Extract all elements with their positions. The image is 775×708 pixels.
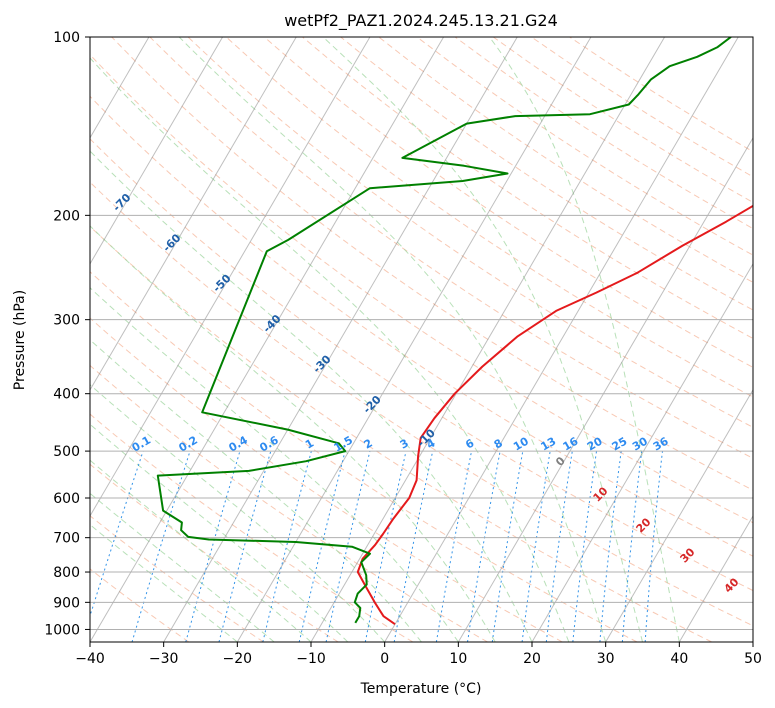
moist-adiabat xyxy=(90,150,533,642)
moist-adiabat xyxy=(322,37,643,642)
dry-adiabat xyxy=(111,37,753,491)
mixing-ratio-line xyxy=(185,450,241,642)
dry-adiabat xyxy=(90,138,753,592)
dry-adiabat xyxy=(90,225,712,642)
mixing-ratio-line xyxy=(218,450,272,642)
x-tick-label: 0 xyxy=(380,651,389,667)
dry-adiabat xyxy=(225,37,753,398)
moist-adiabat xyxy=(90,287,459,642)
dry-adiabat xyxy=(263,37,753,368)
isotherm-line xyxy=(90,37,371,517)
y-tick-label: 800 xyxy=(53,565,80,581)
isotherm-line xyxy=(163,37,518,642)
moist-adiabat xyxy=(90,339,422,642)
y-axis: 100 200 300 400 500 600 700 800 900 1000 xyxy=(44,30,90,638)
isotherm-line xyxy=(90,37,297,391)
moist-adiabat xyxy=(90,459,312,642)
y-tick-label: 500 xyxy=(53,444,80,460)
x-tick-label: 20 xyxy=(523,651,541,667)
y-tick-label: 300 xyxy=(53,313,80,329)
y-tick-label: 400 xyxy=(53,387,80,403)
y-tick-label: 100 xyxy=(53,30,80,46)
dry-adiabat xyxy=(90,364,488,642)
x-tick-label: −20 xyxy=(223,651,253,667)
y-tick-label: 1000 xyxy=(44,622,80,638)
isotherm-line xyxy=(678,514,753,642)
x-tick-label: 40 xyxy=(670,651,688,667)
y-tick-label: 200 xyxy=(53,208,80,224)
moist-adiabat xyxy=(178,37,607,642)
mixing-ratio-line xyxy=(131,450,191,642)
chart-title: wetPf2_PAZ1.2024.245.13.21.G24 xyxy=(284,11,558,31)
dry-adiabat xyxy=(378,37,753,283)
x-tick-label: 50 xyxy=(744,651,762,667)
mixing-ratio-line xyxy=(90,450,144,618)
pressure-gridlines xyxy=(90,37,753,630)
plot-frame xyxy=(89,36,754,643)
x-tick-label: 10 xyxy=(449,651,467,667)
x-tick-label: 30 xyxy=(597,651,615,667)
dry-adiabat xyxy=(90,413,414,642)
background-lines xyxy=(90,37,753,642)
mixing-ratio-line xyxy=(262,450,312,642)
y-tick-label: 600 xyxy=(53,491,80,507)
y-tick-label: 900 xyxy=(53,595,80,611)
x-tick-label: −30 xyxy=(149,651,179,667)
moist-adiabat xyxy=(90,492,275,642)
mixing-ratio-line xyxy=(393,450,434,642)
mixing-ratio-line xyxy=(364,450,407,642)
dry-adiabat xyxy=(90,53,753,524)
moist-adiabat xyxy=(90,423,349,642)
isotherm-line xyxy=(605,388,753,642)
series-layer xyxy=(156,37,753,626)
mixing-ratio-line xyxy=(325,450,371,642)
moist-adiabat xyxy=(90,524,238,642)
isotherm-line xyxy=(457,136,753,642)
isotherm-line xyxy=(384,37,739,642)
isotherm-line xyxy=(90,37,224,265)
moist-adiabat xyxy=(90,57,570,642)
isotherm-line xyxy=(531,262,753,642)
moist-adiabat xyxy=(489,37,680,642)
dewpoint-line xyxy=(156,37,732,624)
x-axis-label: Temperature (°C) xyxy=(360,681,482,697)
x-axis: −40 −30 −20 −10 0 10 20 30 40 50 xyxy=(75,642,762,667)
isotherm-line xyxy=(310,37,666,642)
mixing-ratio-line xyxy=(298,450,346,642)
dry-adiabat xyxy=(90,568,190,642)
dry-adiabat xyxy=(90,515,264,642)
dry-adiabat xyxy=(90,181,753,627)
isotherm-line xyxy=(90,37,445,642)
x-tick-label: −40 xyxy=(75,651,105,667)
y-axis-label: Pressure (hPa) xyxy=(12,290,28,390)
y-tick-label: 700 xyxy=(53,531,80,547)
x-tick-label: −10 xyxy=(296,651,326,667)
